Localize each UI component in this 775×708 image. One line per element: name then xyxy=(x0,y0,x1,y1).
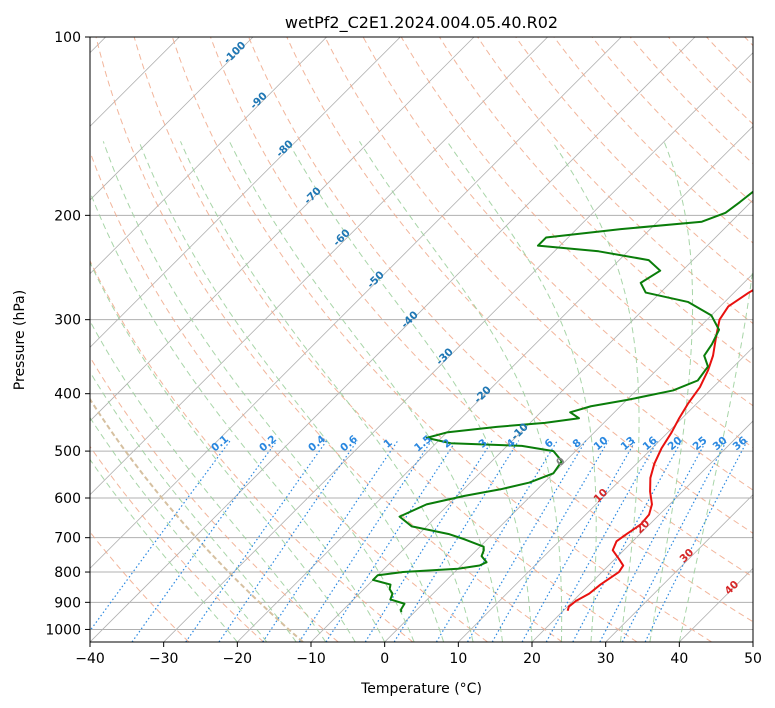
x-tick-label: 10 xyxy=(449,651,467,667)
dry-adiabat-line xyxy=(477,37,753,325)
dry-adiabat-line xyxy=(629,37,753,165)
isotherm-line xyxy=(384,273,753,642)
y-tick-label: 400 xyxy=(54,387,81,403)
moist-adiabat-line xyxy=(90,371,297,642)
moist-adiabat-line xyxy=(90,190,386,642)
moist-adiabat-line xyxy=(287,141,533,642)
mixing-ratio-line xyxy=(90,440,231,632)
isotherm-line xyxy=(458,346,753,642)
moist-adiabat-line xyxy=(359,141,563,642)
moist-adiabat-line xyxy=(102,141,415,642)
dry-adiabat-line xyxy=(90,259,414,642)
moist-adiabat-line xyxy=(649,141,694,642)
isotherm-line xyxy=(90,37,254,201)
dry-adiabat-line xyxy=(133,37,638,642)
y-tick-label: 200 xyxy=(54,208,81,224)
x-tick-label: −10 xyxy=(296,651,326,667)
y-tick-label: 1000 xyxy=(45,622,81,638)
x-tick-label: 20 xyxy=(523,651,541,667)
background-lines xyxy=(90,37,753,642)
y-tick-label: 800 xyxy=(54,565,81,581)
y-tick-label: 900 xyxy=(54,595,81,611)
isotherm-line xyxy=(531,420,753,642)
moist-adiabat-line xyxy=(551,141,640,642)
y-tick-label: 600 xyxy=(54,491,81,507)
x-tick-label: −30 xyxy=(149,651,179,667)
lcl-curve xyxy=(90,397,304,642)
mixing-ratio-line xyxy=(131,440,278,642)
mixing-ratio-line xyxy=(621,440,728,642)
y-tick-label: 100 xyxy=(54,30,81,46)
dry-adiabat-line xyxy=(90,445,264,642)
x-axis-ticks: −40 −30 −20 −10 0 10 20 30 40 50 xyxy=(75,642,762,667)
profile-series xyxy=(372,190,753,613)
x-tick-label: 50 xyxy=(744,651,762,667)
moist-adiabat-line xyxy=(180,141,474,642)
dewpoint-line xyxy=(372,190,753,613)
moist-adiabat-line xyxy=(90,261,356,642)
dry-adiabat-line xyxy=(324,37,753,491)
isotherm-line xyxy=(90,37,327,275)
dry-adiabat-line xyxy=(171,37,712,642)
y-tick-label: 500 xyxy=(54,444,81,460)
plot-frame xyxy=(89,36,754,643)
mixing-ratio-line xyxy=(185,440,328,642)
chart-title: wetPf2_C2E1.2024.004.05.40.R02 xyxy=(285,13,558,33)
dry-adiabat-line xyxy=(95,37,563,642)
moist-adiabat-line xyxy=(90,320,327,642)
dry-adiabat-line xyxy=(515,37,753,284)
dry-adiabat-line xyxy=(362,37,753,449)
dry-adiabat-line xyxy=(210,37,753,623)
moist-adiabat-line xyxy=(228,141,504,642)
mixing-ratio-line xyxy=(521,440,637,642)
y-axis-ticks: 100 200 300 400 500 600 700 800 900 1000 xyxy=(45,30,90,638)
y-tick-label: 300 xyxy=(54,313,81,329)
moist-adiabat-line xyxy=(90,416,268,642)
x-tick-label: 0 xyxy=(380,651,389,667)
mixing-ratio-line xyxy=(435,440,558,642)
x-tick-label: 30 xyxy=(597,651,615,667)
x-tick-label: −20 xyxy=(223,651,253,667)
x-tick-label: 40 xyxy=(670,651,688,667)
mixing-ratio-line xyxy=(262,440,399,642)
mixing-ratio-line xyxy=(491,440,609,642)
x-axis-label: Temperature (°C) xyxy=(360,681,482,697)
mixing-ratio-line xyxy=(466,440,587,642)
isotherm-line xyxy=(90,37,622,569)
dry-adiabat-line xyxy=(400,37,753,407)
x-tick-label: −40 xyxy=(75,651,105,667)
temperature-line xyxy=(566,289,753,612)
mixing-ratio-line xyxy=(644,440,748,642)
isotherm-line xyxy=(163,52,753,642)
isotherm-line xyxy=(605,494,753,642)
isotherm-line xyxy=(90,37,401,348)
mixing-ratio-line xyxy=(393,440,520,642)
isotherm-line xyxy=(90,37,696,642)
dry-adiabat-line xyxy=(248,37,753,578)
dry-adiabat-line xyxy=(591,37,753,204)
moist-adiabat-line xyxy=(446,141,597,642)
isotherm-line xyxy=(90,37,475,422)
y-tick-label: 700 xyxy=(54,531,81,547)
isotherm-line xyxy=(90,37,548,496)
mixing-ratio-line xyxy=(218,440,358,642)
mixing-ratio-line xyxy=(298,440,432,642)
y-axis-label: Pressure (hPa) xyxy=(12,290,28,390)
moist-adiabat-line xyxy=(138,141,445,642)
moist-adiabat-line xyxy=(90,458,238,642)
isotherm-line xyxy=(237,125,753,642)
mixing-ratio-line xyxy=(599,440,707,642)
moist-adiabat-line xyxy=(678,264,753,642)
